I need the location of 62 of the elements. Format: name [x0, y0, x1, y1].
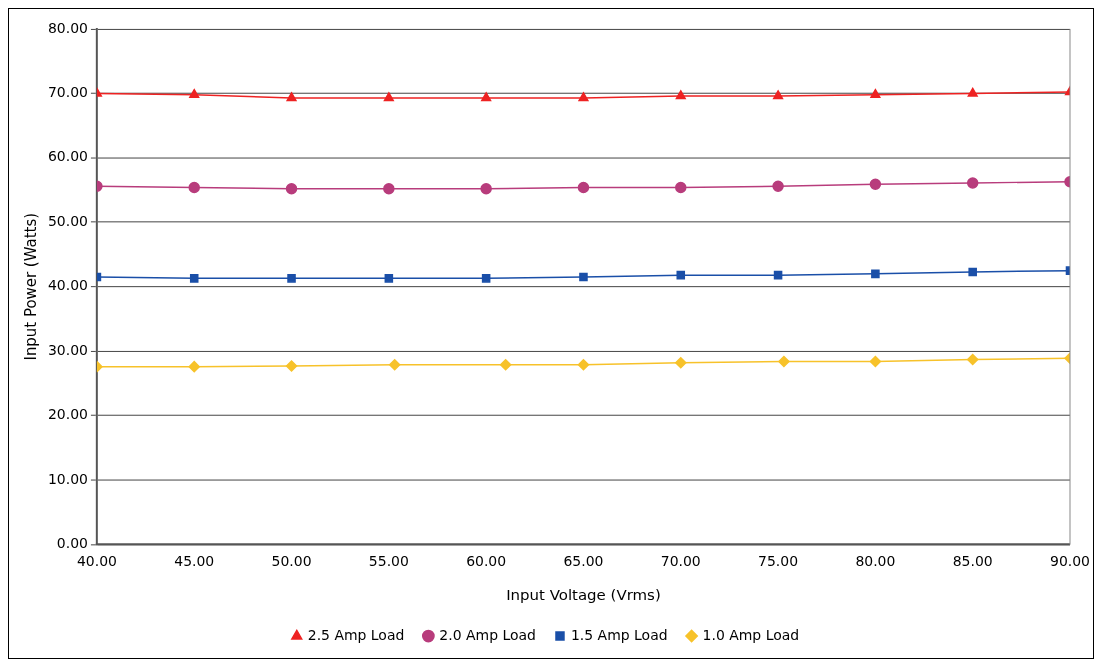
- point: [778, 355, 790, 368]
- legend-label: 1.5 Amp Load: [570, 626, 668, 643]
- point: [578, 92, 589, 102]
- legend-label: 1.0 Amp Load: [702, 626, 800, 643]
- x-tick-label: 40.00: [76, 552, 117, 569]
- point: [966, 177, 979, 189]
- point: [676, 270, 686, 280]
- y-tick-label: 10.00: [47, 470, 88, 487]
- point: [481, 274, 491, 283]
- x-tick-label: 80.00: [855, 552, 896, 569]
- y-tick-label: 40.00: [47, 277, 88, 294]
- point: [579, 272, 588, 282]
- y-tick-label: 80.00: [47, 19, 88, 36]
- point: [188, 181, 200, 194]
- y-tick-label: 70.00: [47, 84, 88, 101]
- point: [383, 92, 394, 102]
- point: [772, 180, 784, 192]
- point: [499, 359, 512, 371]
- y-tick-label: 0.00: [56, 535, 88, 552]
- y-tick-label: 60.00: [47, 148, 88, 165]
- point: [675, 357, 687, 369]
- legend-label: 2.0 Amp Load: [439, 626, 536, 643]
- point: [480, 183, 492, 195]
- point: [188, 360, 200, 373]
- point: [773, 270, 783, 280]
- x-axis-title: Input Voltage (Vrms): [506, 586, 661, 605]
- point: [388, 359, 401, 371]
- point: [189, 88, 200, 98]
- x-tick-label: 90.00: [1050, 552, 1090, 569]
- y-tick-label: 30.00: [47, 341, 88, 358]
- point: [285, 183, 298, 195]
- point: [481, 92, 492, 102]
- point: [577, 181, 590, 194]
- point: [384, 274, 394, 283]
- point: [383, 183, 395, 195]
- point: [189, 274, 199, 283]
- x-tick-label: 85.00: [952, 552, 993, 569]
- y-tick-label: 50.00: [47, 212, 88, 229]
- point: [773, 90, 784, 100]
- point: [286, 92, 297, 102]
- point: [870, 88, 881, 98]
- point: [675, 181, 687, 194]
- point: [675, 90, 686, 100]
- x-tick-label: 60.00: [466, 552, 507, 569]
- point: [871, 269, 880, 279]
- x-tick-label: 55.00: [368, 552, 409, 569]
- point: [285, 360, 298, 372]
- x-tick-label: 65.00: [563, 552, 604, 569]
- x-tick-label: 50.00: [271, 552, 312, 569]
- point: [869, 355, 882, 368]
- point: [869, 178, 882, 190]
- point: [287, 274, 296, 283]
- y-axis-title: Input Power (Watts): [21, 212, 40, 361]
- x-tick-label: 45.00: [174, 552, 215, 569]
- point: [577, 359, 590, 371]
- y-tick-label: 20.00: [47, 406, 88, 423]
- legend-label: 2.5 Amp Load: [307, 626, 405, 643]
- x-tick-label: 75.00: [758, 552, 799, 569]
- point: [966, 353, 979, 366]
- x-tick-label: 70.00: [660, 552, 701, 569]
- point: [968, 267, 977, 277]
- point: [967, 87, 978, 97]
